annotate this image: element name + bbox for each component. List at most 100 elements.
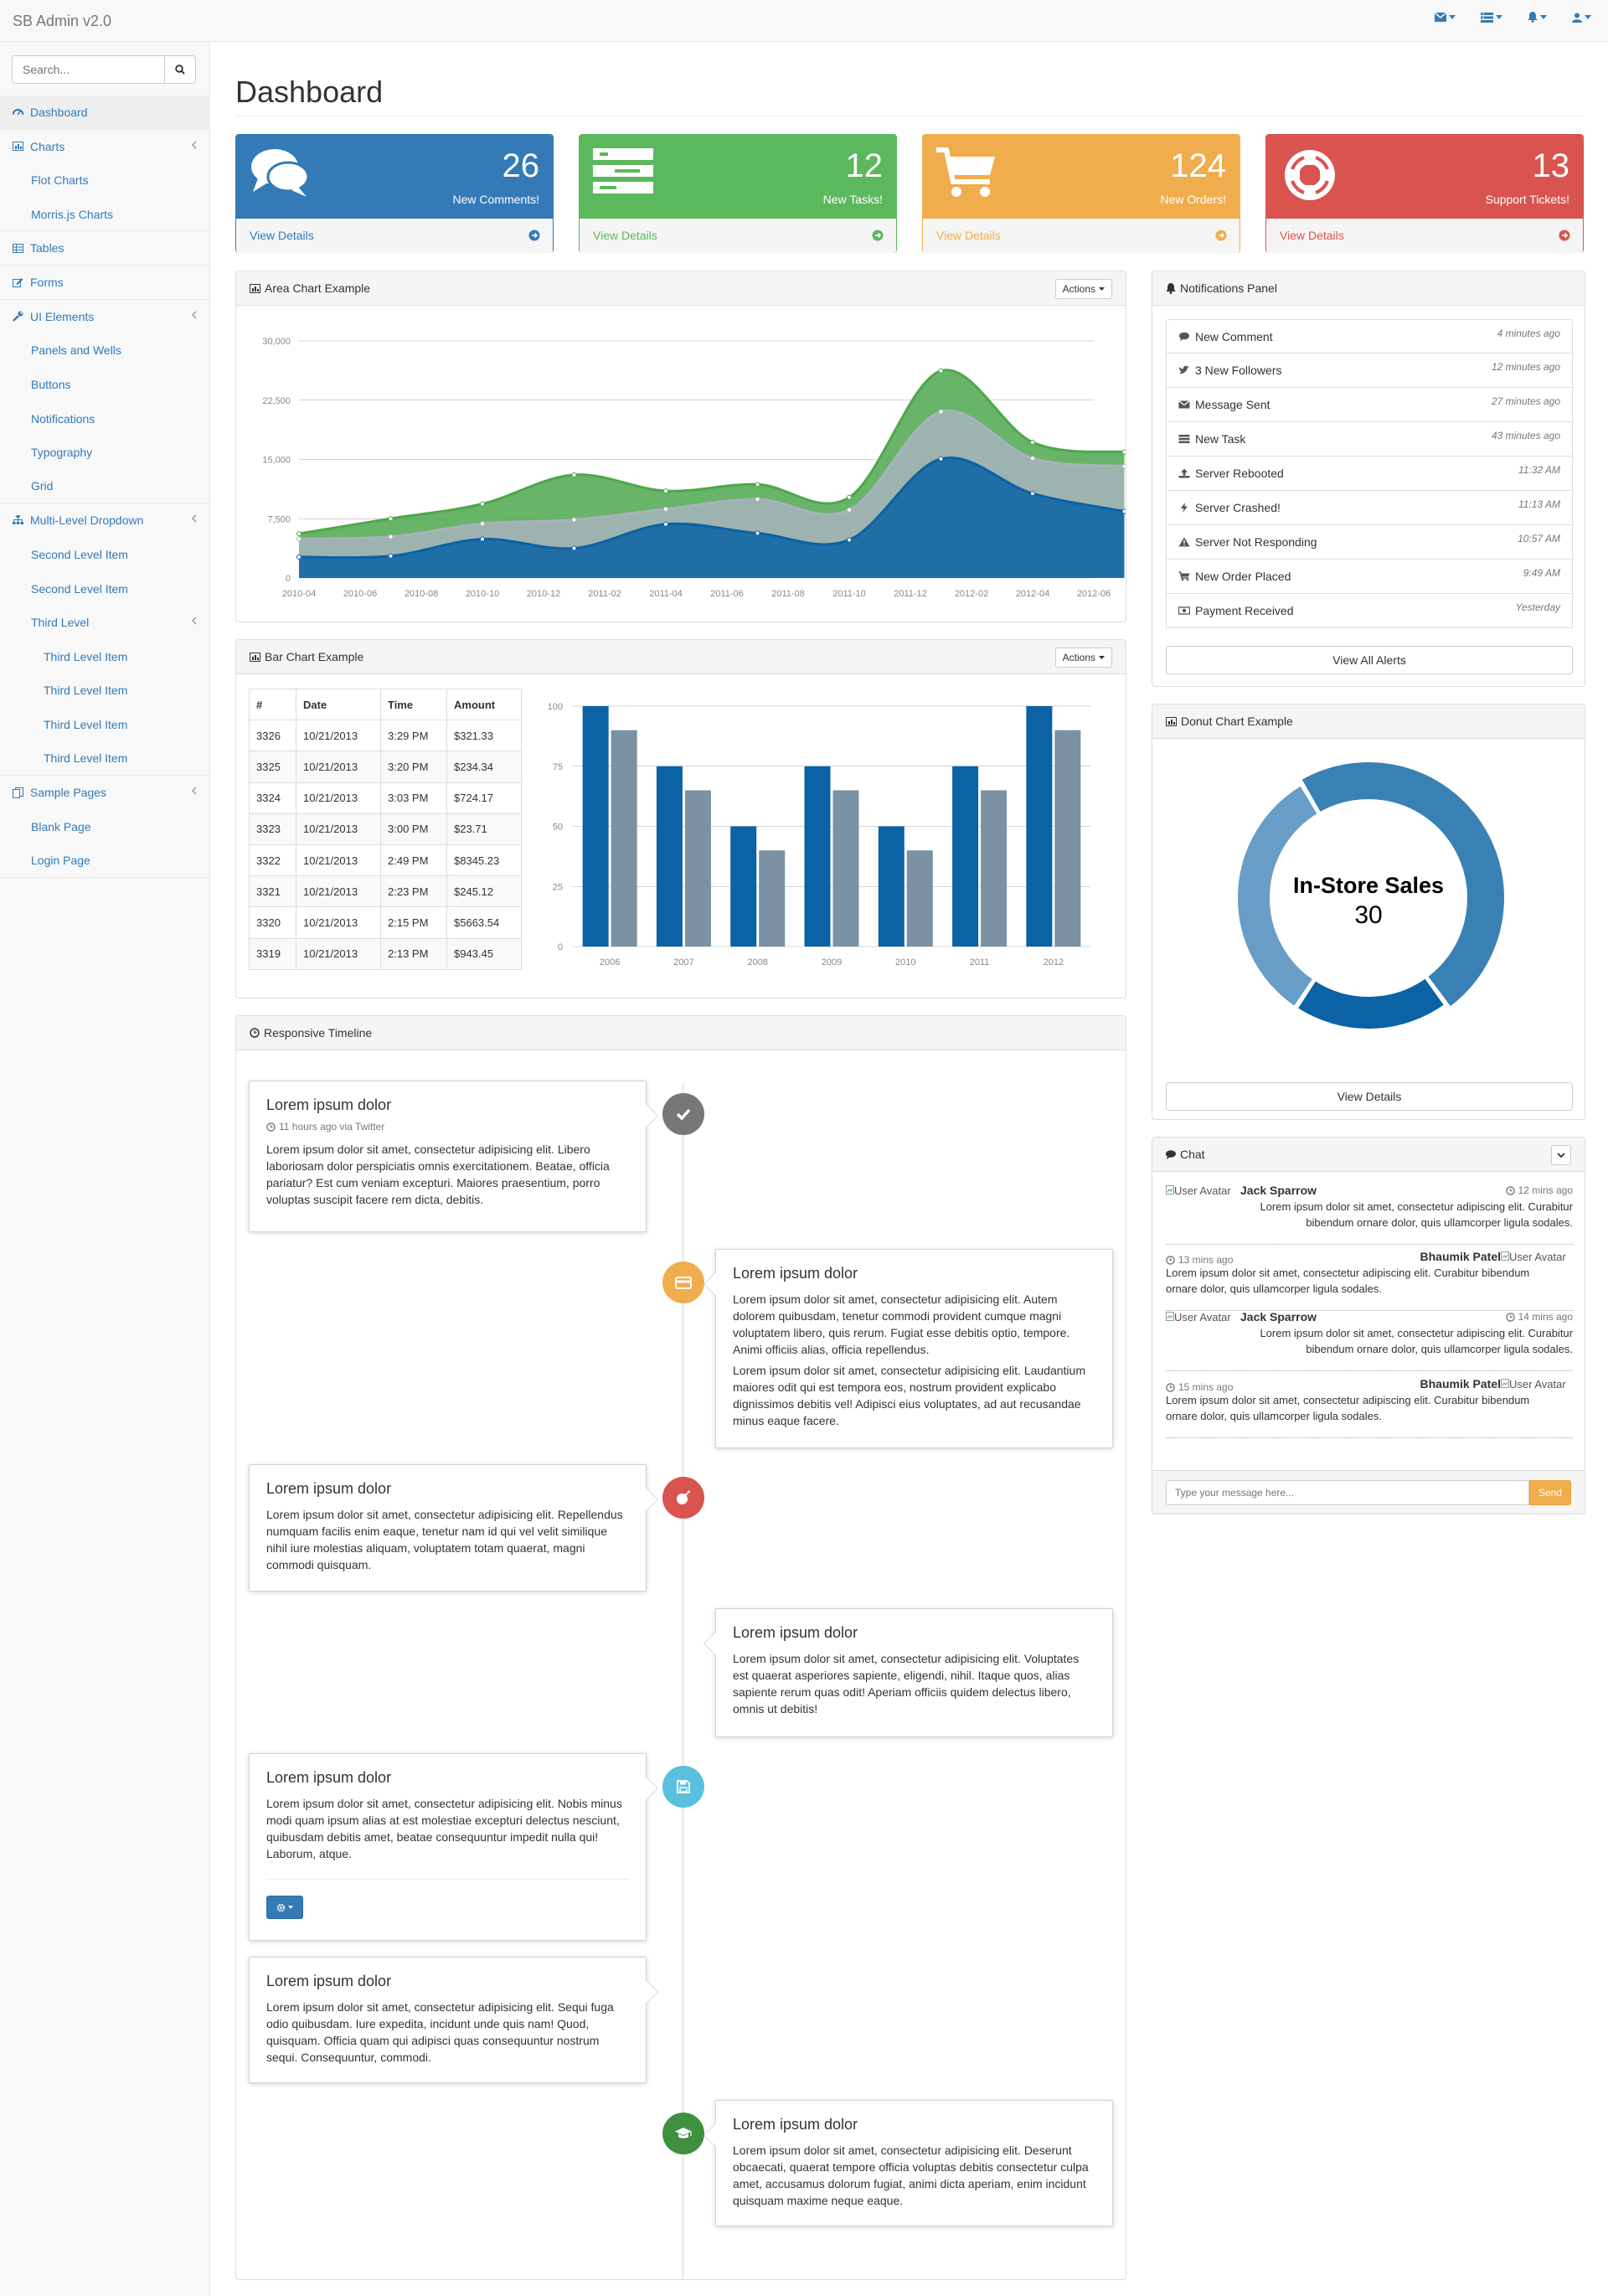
data-point[interactable] (571, 545, 577, 551)
data-point[interactable] (1121, 463, 1126, 469)
data-point[interactable] (938, 368, 944, 374)
data-point[interactable] (1030, 491, 1035, 497)
view-details-link[interactable]: View Details (1266, 219, 1583, 253)
sidebar-item-panels-wells[interactable]: Panels and Wells (0, 333, 210, 368)
sidebar-item-tables[interactable]: Tables (0, 231, 210, 266)
bar[interactable] (759, 850, 786, 947)
sidebar-item-dashboard[interactable]: Dashboard (0, 95, 210, 130)
bar[interactable] (730, 826, 757, 947)
bar[interactable] (582, 706, 609, 947)
notification-item[interactable]: Server Crashed! 11:13 AM (1166, 491, 1573, 525)
sidebar-item-typography[interactable]: Typography (0, 436, 210, 470)
data-point[interactable] (755, 497, 760, 503)
notification-item[interactable]: Message Sent 27 minutes ago (1166, 388, 1573, 422)
data-point[interactable] (663, 488, 668, 494)
sidebar-item-multi-level[interactable]: Multi-Level Dropdown (0, 503, 210, 538)
notification-item[interactable]: 3 New Followers 12 minutes ago (1166, 353, 1573, 388)
sidebar-item-morris-charts[interactable]: Morris.js Charts (0, 198, 210, 232)
view-details-label: View Details (1280, 229, 1344, 242)
notification-item[interactable]: New Comment 4 minutes ago (1166, 319, 1573, 353)
donut-view-details-button[interactable]: View Details (1166, 1082, 1573, 1111)
notification-item[interactable]: Payment Received Yesterday (1166, 594, 1573, 628)
data-point[interactable] (480, 521, 485, 527)
actions-dropdown-button[interactable]: Actions (1054, 648, 1112, 668)
brand-title[interactable]: SB Admin v2.0 (13, 13, 112, 29)
data-point[interactable] (480, 536, 485, 542)
notification-item[interactable]: Server Not Responding 10:57 AM (1166, 525, 1573, 560)
sidebar-item-ui-elements[interactable]: UI Elements (0, 300, 210, 334)
timeline-gear-dropdown-button[interactable] (266, 1896, 303, 1919)
x-tick-label: 2008 (747, 957, 767, 967)
data-point[interactable] (847, 494, 852, 500)
data-point[interactable] (1030, 456, 1035, 462)
data-point[interactable] (388, 553, 394, 559)
bar[interactable] (952, 766, 979, 947)
user-dropdown[interactable] (1572, 12, 1591, 23)
view-all-alerts-button[interactable]: View All Alerts (1166, 646, 1573, 674)
alerts-dropdown[interactable] (1528, 12, 1547, 23)
sidebar-item-second-level-2[interactable]: Second Level Item (0, 571, 210, 606)
data-point[interactable] (847, 537, 852, 543)
data-point[interactable] (938, 409, 944, 415)
data-point[interactable] (571, 472, 577, 477)
donut-slice[interactable] (1236, 784, 1320, 1009)
data-point[interactable] (663, 506, 668, 512)
sidebar-item-forms[interactable]: Forms (0, 266, 210, 300)
sidebar-item-third-level-item-2[interactable]: Third Level Item (0, 673, 210, 708)
data-point[interactable] (296, 554, 302, 560)
tasks-dropdown[interactable] (1481, 12, 1502, 23)
data-point[interactable] (296, 536, 302, 542)
data-point[interactable] (1121, 449, 1126, 455)
data-point[interactable] (755, 530, 760, 536)
view-details-link[interactable]: View Details (580, 219, 896, 253)
data-point[interactable] (388, 516, 394, 522)
bar[interactable] (684, 790, 711, 947)
sidebar-item-buttons[interactable]: Buttons (0, 368, 210, 402)
data-point[interactable] (663, 521, 668, 527)
view-details-link[interactable]: View Details (236, 219, 553, 253)
data-point[interactable] (1030, 439, 1035, 445)
data-point[interactable] (847, 507, 852, 513)
bar[interactable] (906, 850, 933, 947)
sidebar-item-flot-charts[interactable]: Flot Charts (0, 163, 210, 198)
donut-slice[interactable] (1300, 761, 1506, 1009)
data-point[interactable] (480, 501, 485, 507)
sidebar-item-login-page[interactable]: Login Page (0, 844, 210, 878)
sidebar-item-blank-page[interactable]: Blank Page (0, 809, 210, 844)
sidebar-item-third-level-item-1[interactable]: Third Level Item (0, 640, 210, 674)
sidebar-item-notifications[interactable]: Notifications (0, 401, 210, 436)
bar[interactable] (832, 790, 859, 947)
sidebar-item-second-level-1[interactable]: Second Level Item (0, 538, 210, 572)
data-point[interactable] (571, 517, 577, 523)
bar[interactable] (611, 730, 637, 947)
view-details-link[interactable]: View Details (923, 219, 1240, 253)
sidebar-item-third-level[interactable]: Third Level (0, 606, 210, 640)
bar[interactable] (981, 790, 1008, 947)
notification-item[interactable]: New Order Placed 9:49 AM (1166, 560, 1573, 594)
sidebar-item-charts[interactable]: Charts (0, 130, 210, 164)
donut-slice[interactable] (1296, 976, 1446, 1030)
sidebar-item-third-level-item-4[interactable]: Third Level Item (0, 741, 210, 776)
bar[interactable] (1026, 706, 1053, 947)
data-point[interactable] (296, 531, 302, 537)
search-input[interactable] (12, 55, 165, 84)
sidebar-item-third-level-item-3[interactable]: Third Level Item (0, 708, 210, 742)
bar[interactable] (1054, 730, 1081, 947)
bar[interactable] (656, 766, 683, 947)
sidebar-item-sample-pages[interactable]: Sample Pages (0, 776, 210, 810)
chat-message-input[interactable] (1166, 1480, 1529, 1505)
chat-options-button[interactable] (1551, 1145, 1571, 1165)
bar[interactable] (878, 826, 904, 947)
actions-dropdown-button[interactable]: Actions (1054, 279, 1112, 299)
data-point[interactable] (755, 482, 760, 488)
data-point[interactable] (1121, 508, 1126, 514)
messages-dropdown[interactable] (1435, 12, 1456, 23)
notification-item[interactable]: Server Rebooted 11:32 AM (1166, 457, 1573, 491)
send-button[interactable]: Send (1529, 1480, 1571, 1505)
sidebar-item-grid[interactable]: Grid (0, 470, 210, 504)
search-button[interactable] (165, 55, 196, 84)
notification-item[interactable]: New Task 43 minutes ago (1166, 422, 1573, 457)
data-point[interactable] (388, 534, 394, 539)
data-point[interactable] (938, 456, 944, 462)
bar[interactable] (804, 766, 831, 947)
